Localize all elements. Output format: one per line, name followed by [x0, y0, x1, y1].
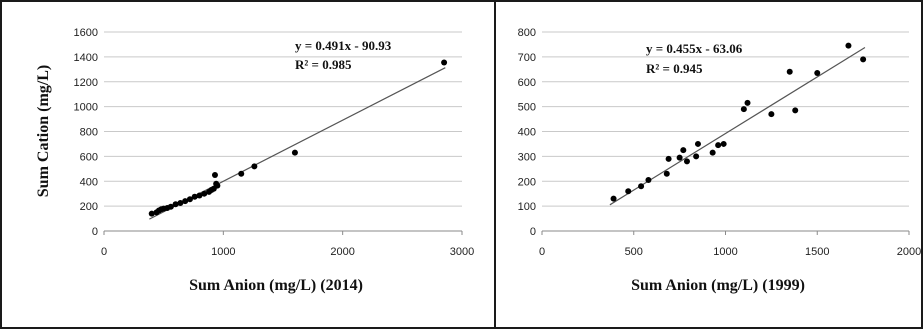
data-point — [238, 170, 245, 177]
data-point — [441, 59, 448, 66]
panel-divider — [494, 0, 496, 329]
data-point — [786, 68, 793, 75]
x-axis-label: Sum Anion (mg/L) (2014) — [189, 277, 363, 294]
x-tick-label: 1000 — [713, 246, 737, 258]
data-point — [251, 163, 258, 170]
trend-equation: y = 0.455x - 63.06 — [646, 41, 743, 56]
x-axis-label: Sum Anion (mg/L) (1999) — [631, 277, 805, 294]
data-point — [768, 111, 775, 118]
data-point — [663, 170, 670, 177]
data-point — [182, 198, 189, 205]
data-point — [845, 42, 852, 49]
data-point — [740, 106, 747, 113]
y-tick-label: 100 — [518, 201, 536, 213]
x-tick-label: 2000 — [897, 246, 921, 258]
data-point — [720, 140, 727, 147]
data-point — [814, 70, 821, 77]
data-point — [291, 149, 298, 156]
y-tick-label: 600 — [518, 77, 536, 89]
x-tick-label: 1500 — [805, 246, 829, 258]
chart-1999: 0 100 200 300 400 500 600 700 800 0 500 1000 1500 200… — [518, 27, 922, 294]
data-point — [610, 195, 617, 202]
data-point — [201, 190, 208, 197]
y-tick-label: 600 — [80, 151, 98, 163]
data-point — [211, 172, 218, 179]
y-tick-label: 800 — [518, 27, 536, 39]
y-tick-label: 1200 — [74, 77, 98, 89]
data-point — [709, 149, 716, 156]
data-point — [645, 177, 652, 184]
data-point — [172, 201, 179, 208]
data-point — [693, 153, 700, 160]
data-point — [694, 140, 701, 147]
y-tick-label: 500 — [518, 102, 536, 114]
y-axis-label: Sum Cation (mg/L) — [35, 65, 52, 197]
data-point — [148, 210, 155, 217]
data-point — [625, 188, 632, 195]
y-tick-label: 800 — [80, 127, 98, 139]
data-point — [167, 203, 174, 210]
x-tick-label: 2000 — [330, 246, 354, 258]
y-tick-label: 0 — [92, 226, 98, 238]
x-tick-label: 3000 — [450, 246, 474, 258]
y-tick-label: 400 — [80, 176, 98, 188]
data-point — [680, 147, 687, 154]
trend-r-squared: R² = 0.985 — [295, 57, 352, 72]
y-tick-label: 1600 — [74, 27, 98, 39]
data-point — [196, 192, 203, 199]
data-point — [177, 200, 184, 207]
trendline — [609, 46, 866, 206]
chart-2014: 0 200 400 600 800 1000 1200 1400 1600 0 1000 2000 30… — [35, 27, 474, 294]
data-point — [191, 193, 198, 200]
data-point — [860, 56, 867, 63]
data-point — [676, 154, 683, 161]
trend-equation: y = 0.491x - 90.93 — [295, 38, 392, 53]
y-tick-label: 700 — [518, 52, 536, 64]
y-tick-label: 0 — [530, 226, 536, 238]
y-tick-label: 300 — [518, 151, 536, 163]
trend-r-squared: R² = 0.945 — [646, 61, 703, 76]
x-tick-label: 0 — [539, 246, 545, 258]
data-point — [683, 158, 690, 165]
data-point — [214, 182, 221, 189]
data-point — [744, 99, 751, 106]
y-tick-label: 200 — [518, 176, 536, 188]
y-tick-label: 1400 — [74, 52, 98, 64]
x-tick-label: 0 — [101, 246, 107, 258]
y-tick-label: 1000 — [74, 102, 98, 114]
data-point — [186, 196, 193, 203]
data-point — [792, 107, 799, 114]
x-tick-label: 1000 — [211, 246, 235, 258]
data-point — [638, 183, 645, 190]
data-point — [715, 142, 722, 149]
data-point — [665, 155, 672, 162]
y-tick-label: 200 — [80, 201, 98, 213]
y-tick-label: 400 — [518, 127, 536, 139]
x-tick-label: 500 — [625, 246, 643, 258]
